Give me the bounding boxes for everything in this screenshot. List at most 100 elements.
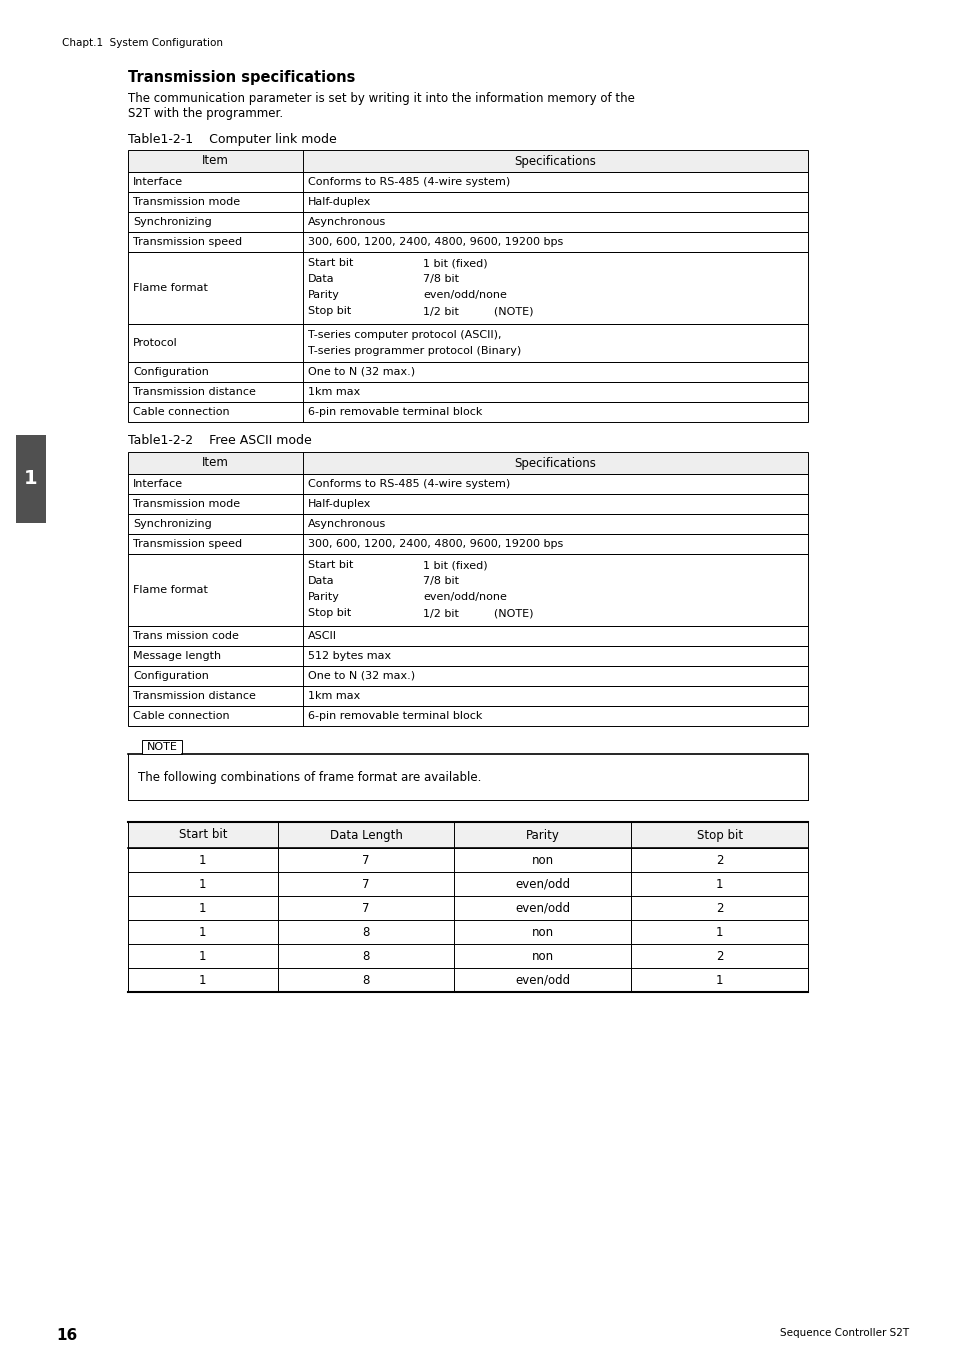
Text: 7: 7 [362, 901, 370, 915]
Text: Transmission distance: Transmission distance [132, 386, 255, 397]
Bar [128, 821, 807, 848]
Bar [128, 534, 807, 554]
Text: Asynchronous: Asynchronous [308, 519, 386, 530]
Text: 300, 600, 1200, 2400, 4800, 9600, 19200 bps: 300, 600, 1200, 2400, 4800, 9600, 19200 … [308, 539, 562, 549]
Text: Flame format: Flame format [132, 585, 208, 594]
Text: 7: 7 [362, 878, 370, 890]
Text: Cable connection: Cable connection [132, 711, 230, 721]
Text: Synchronizing: Synchronizing [132, 519, 212, 530]
Text: 6-pin removable terminal block: 6-pin removable terminal block [308, 407, 482, 417]
Text: Specifications: Specifications [514, 457, 596, 470]
Text: Transmission mode: Transmission mode [132, 197, 240, 207]
Bar [128, 232, 807, 253]
Text: 8: 8 [362, 950, 370, 962]
Bar [128, 453, 807, 474]
Text: Half-duplex: Half-duplex [308, 197, 371, 207]
Text: Table1-2-2    Free ASCII mode: Table1-2-2 Free ASCII mode [128, 434, 312, 447]
Text: Table1-2-1    Computer link mode: Table1-2-1 Computer link mode [128, 132, 336, 146]
Text: Conforms to RS-485 (4-wire system): Conforms to RS-485 (4-wire system) [308, 480, 510, 489]
Bar [128, 474, 807, 494]
Text: Transmission speed: Transmission speed [132, 236, 242, 247]
Text: 6-pin removable terminal block: 6-pin removable terminal block [308, 711, 482, 721]
Text: One to N (32 max.): One to N (32 max.) [308, 367, 415, 377]
Text: Chapt.1  System Configuration: Chapt.1 System Configuration [62, 38, 223, 49]
Text: 7/8 bit: 7/8 bit [422, 576, 458, 586]
Text: Stop bit: Stop bit [308, 608, 351, 617]
Bar [128, 212, 807, 232]
Bar [128, 666, 807, 686]
Bar [128, 172, 807, 192]
Text: 8: 8 [362, 974, 370, 986]
Text: The following combinations of frame format are available.: The following combinations of frame form… [138, 770, 481, 784]
Text: 1/2 bit          (NOTE): 1/2 bit (NOTE) [422, 608, 533, 617]
Text: 1: 1 [715, 974, 722, 986]
Bar [128, 382, 807, 403]
Text: even/odd: even/odd [515, 878, 570, 890]
Text: Parity: Parity [308, 592, 339, 603]
Text: Trans mission code: Trans mission code [132, 631, 238, 640]
Text: 1 bit (fixed): 1 bit (fixed) [422, 258, 487, 267]
Text: Asynchronous: Asynchronous [308, 218, 386, 227]
Text: Start bit: Start bit [308, 258, 353, 267]
Text: Transmission distance: Transmission distance [132, 690, 255, 701]
Text: 2: 2 [715, 950, 722, 962]
Text: Transmission mode: Transmission mode [132, 499, 240, 509]
Bar [128, 150, 807, 172]
Text: Item: Item [202, 457, 229, 470]
Bar [142, 740, 182, 754]
Text: 2: 2 [715, 901, 722, 915]
Bar [128, 253, 807, 324]
Text: non: non [531, 854, 554, 866]
Text: Specifications: Specifications [514, 154, 596, 168]
Text: Configuration: Configuration [132, 367, 209, 377]
Text: One to N (32 max.): One to N (32 max.) [308, 671, 415, 681]
Bar [128, 192, 807, 212]
Text: 1: 1 [199, 925, 207, 939]
Text: 1: 1 [715, 878, 722, 890]
Text: Protocol: Protocol [132, 338, 177, 349]
Text: Sequence Controller S2T: Sequence Controller S2T [780, 1328, 908, 1337]
Text: non: non [531, 925, 554, 939]
Bar [128, 707, 807, 725]
Text: Stop bit: Stop bit [696, 828, 741, 842]
Bar [128, 362, 807, 382]
Text: Conforms to RS-485 (4-wire system): Conforms to RS-485 (4-wire system) [308, 177, 510, 186]
Text: NOTE: NOTE [147, 742, 177, 753]
Text: 1km max: 1km max [308, 386, 360, 397]
Text: 1: 1 [199, 854, 207, 866]
Text: 512 bytes max: 512 bytes max [308, 651, 391, 661]
Text: Data Length: Data Length [329, 828, 402, 842]
Bar [128, 324, 807, 362]
Text: even/odd/none: even/odd/none [422, 592, 506, 603]
Text: ASCII: ASCII [308, 631, 336, 640]
Text: Parity: Parity [525, 828, 559, 842]
Text: 7: 7 [362, 854, 370, 866]
Text: Start bit: Start bit [178, 828, 227, 842]
Text: S2T with the programmer.: S2T with the programmer. [128, 107, 283, 120]
Text: The communication parameter is set by writing it into the information memory of : The communication parameter is set by wr… [128, 92, 634, 105]
Text: Cable connection: Cable connection [132, 407, 230, 417]
Text: Start bit: Start bit [308, 561, 353, 570]
Bar [16, 435, 46, 523]
Text: 1/2 bit          (NOTE): 1/2 bit (NOTE) [422, 305, 533, 316]
Text: T-series computer protocol (ASCII),: T-series computer protocol (ASCII), [308, 330, 501, 340]
Bar [128, 626, 807, 646]
Text: Flame format: Flame format [132, 282, 208, 293]
Text: Transmission speed: Transmission speed [132, 539, 242, 549]
Text: 1: 1 [199, 901, 207, 915]
Bar [128, 686, 807, 707]
Text: Data: Data [308, 576, 335, 586]
Text: Message length: Message length [132, 651, 221, 661]
Text: 16: 16 [56, 1328, 77, 1343]
Text: 1: 1 [715, 925, 722, 939]
Text: even/odd: even/odd [515, 974, 570, 986]
Text: 1: 1 [199, 878, 207, 890]
Bar [128, 513, 807, 534]
Text: even/odd/none: even/odd/none [422, 290, 506, 300]
Text: 1: 1 [24, 470, 38, 489]
Text: 1km max: 1km max [308, 690, 360, 701]
Text: Synchronizing: Synchronizing [132, 218, 212, 227]
Text: 1: 1 [199, 950, 207, 962]
Text: 1: 1 [199, 974, 207, 986]
Bar [128, 554, 807, 626]
